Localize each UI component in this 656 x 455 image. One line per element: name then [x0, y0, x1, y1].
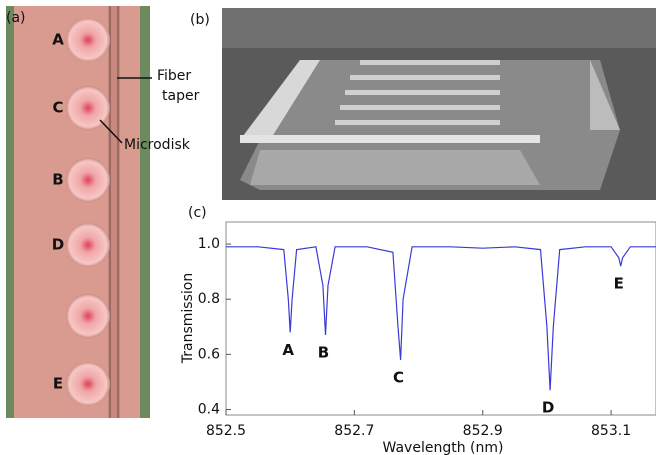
fiber-label: taper	[162, 88, 200, 104]
disk-label: A	[52, 31, 64, 49]
line-series	[226, 246, 656, 391]
dip-label: A	[282, 341, 294, 359]
x-tick-label: 852.5	[206, 423, 246, 439]
dip-label: D	[542, 399, 554, 417]
x-axis-title: Wavelength (nm)	[383, 440, 504, 455]
pointer	[99, 119, 123, 144]
disk-label: D	[52, 236, 64, 254]
x-tick-label: 853.1	[591, 423, 631, 439]
y-tick-label: 0.6	[198, 346, 220, 362]
fiber-label: Fiber	[157, 68, 191, 84]
disk-pointer-label: Microdisk	[124, 137, 191, 153]
disk-label: C	[52, 99, 63, 117]
plot-frame	[225, 221, 656, 416]
y-tick-label: 0.8	[198, 291, 220, 307]
dip-label: B	[318, 344, 329, 362]
y-axis-title: Transmission	[180, 273, 196, 364]
y-tick-label: 1.0	[198, 236, 220, 252]
panel-label: (c)	[188, 205, 207, 221]
panel-b-image	[222, 8, 656, 200]
x-tick-label: 852.9	[463, 423, 503, 439]
panel-label: (b)	[190, 12, 210, 28]
x-tick-label: 852.7	[334, 423, 374, 439]
dip-label: C	[393, 368, 404, 386]
panel-a-image	[6, 6, 150, 418]
disk-label: E	[53, 375, 63, 393]
disk-label: B	[52, 171, 63, 189]
y-tick-label: 0.4	[198, 401, 220, 417]
panel-label: (a)	[6, 10, 26, 26]
dip-label: E	[614, 275, 624, 293]
